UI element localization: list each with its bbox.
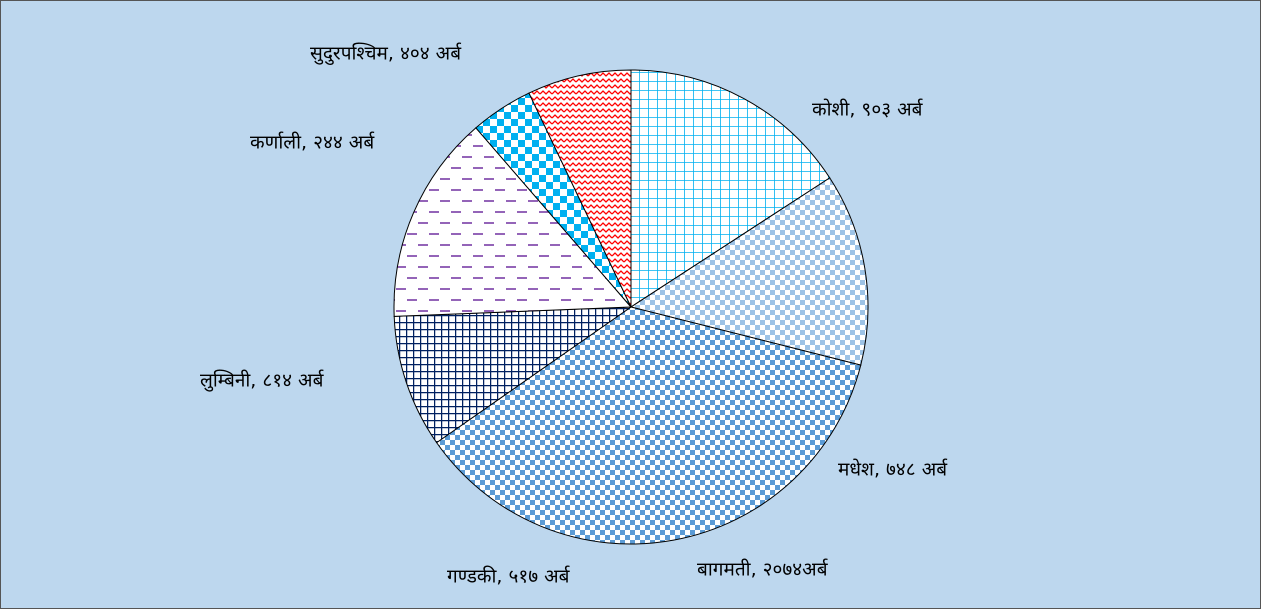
slice-label: सुदुरपश्चिम, ४०४ अर्ब [310,42,462,66]
pie-slice [393,127,633,317]
slice-label: कर्णाली, २४४ अर्ब [250,131,375,154]
pie-slice [630,69,831,308]
pie-slice [393,306,633,444]
slice-label: बागमती, २०७४अर्ब [697,558,829,581]
pie-slice [435,306,862,545]
pie-slice [629,177,869,366]
slice-label: गण्डकी, ५१७ अर्ब [447,565,571,588]
slice-label: लुम्बिनी, ८१४ अर्ब [200,369,325,393]
pie-slice [528,69,632,308]
slice-label: मधेश, ७४८ अर्ब [838,458,948,481]
slice-label: कोशी, ९०३ अर्ब [812,98,924,121]
